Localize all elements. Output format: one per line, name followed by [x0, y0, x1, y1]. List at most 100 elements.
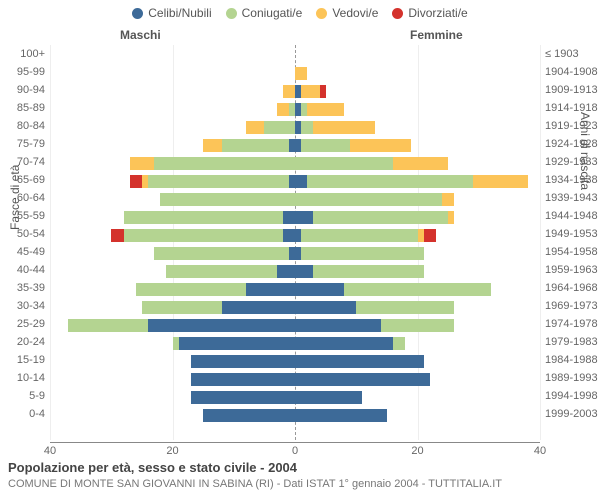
age-label: 70-74 [0, 156, 50, 168]
bar-segment [295, 319, 381, 332]
x-tick-label: 0 [292, 445, 298, 457]
x-tick-label: 20 [411, 445, 423, 457]
bar-segment [301, 121, 313, 134]
pyramid-chart: Celibi/NubiliConiugati/eVedovi/eDivorzia… [0, 0, 600, 500]
bar-segment [203, 409, 295, 422]
age-label: 85-89 [0, 102, 50, 114]
bar-segment [301, 139, 350, 152]
x-tick-label: 40 [44, 445, 56, 457]
bar-segment [148, 319, 295, 332]
bar-segment [295, 283, 344, 296]
birth-label: 1959-1963 [540, 264, 600, 276]
bar-segment [246, 283, 295, 296]
bar-segment [283, 229, 295, 242]
pyramid-row [50, 119, 540, 137]
birth-label: 1964-1968 [540, 282, 600, 294]
bar-segment [277, 265, 295, 278]
pyramid-row [50, 335, 540, 353]
legend-dot [226, 8, 237, 19]
bar-segment [295, 193, 442, 206]
bar-segment [313, 265, 423, 278]
pyramid-row [50, 65, 540, 83]
legend-item: Coniugati/e [226, 6, 303, 20]
header-male: Maschi [120, 28, 161, 42]
bar-segment [307, 175, 472, 188]
bar-segment [295, 67, 307, 80]
legend-label: Coniugati/e [242, 6, 303, 20]
pyramid-row [50, 137, 540, 155]
bar-segment [295, 373, 430, 386]
age-label: 75-79 [0, 138, 50, 150]
bar-segment [307, 103, 344, 116]
bar-segment [393, 337, 405, 350]
pyramid-row [50, 263, 540, 281]
x-tick-label: 20 [166, 445, 178, 457]
birth-label: 1979-1983 [540, 336, 600, 348]
birth-label: ≤ 1903 [540, 48, 600, 60]
birth-label: 1924-1928 [540, 138, 600, 150]
bar-segment [424, 229, 436, 242]
age-label: 15-19 [0, 354, 50, 366]
bar-segment [295, 355, 424, 368]
birth-label: 1999-2003 [540, 408, 600, 420]
birth-label: 1949-1953 [540, 228, 600, 240]
chart-title: Popolazione per età, sesso e stato civil… [8, 460, 297, 475]
bar-segment [295, 409, 387, 422]
x-tick-label: 40 [534, 445, 546, 457]
bar-segment [356, 301, 454, 314]
bar-segment [442, 193, 454, 206]
pyramid-row [50, 353, 540, 371]
bar-segment [111, 229, 123, 242]
birth-label: 1974-1978 [540, 318, 600, 330]
pyramid-row [50, 407, 540, 425]
bar-segment [154, 157, 295, 170]
birth-label: 1909-1913 [540, 84, 600, 96]
bar-segment [191, 355, 295, 368]
bar-segment [448, 211, 454, 224]
age-label: 20-24 [0, 336, 50, 348]
pyramid-row [50, 155, 540, 173]
birth-label: 1969-1973 [540, 300, 600, 312]
legend-dot [392, 8, 403, 19]
age-label: 5-9 [0, 390, 50, 402]
chart-subtitle: COMUNE DI MONTE SAN GIOVANNI IN SABINA (… [8, 478, 502, 490]
pyramid-row [50, 389, 540, 407]
bar-segment [295, 175, 307, 188]
birth-label: 1939-1943 [540, 192, 600, 204]
pyramid-row [50, 83, 540, 101]
age-label: 90-94 [0, 84, 50, 96]
birth-label: 1904-1908 [540, 66, 600, 78]
bar-segment [130, 157, 155, 170]
bar-segment [124, 211, 283, 224]
age-label: 0-4 [0, 408, 50, 420]
legend-label: Vedovi/e [332, 6, 378, 20]
bar-segment [191, 391, 295, 404]
birth-label: 1994-1998 [540, 390, 600, 402]
bar-segment [222, 301, 296, 314]
legend-item: Celibi/Nubili [132, 6, 211, 20]
age-label: 95-99 [0, 66, 50, 78]
bar-segment [142, 301, 222, 314]
bar-segment [130, 175, 142, 188]
bar-segment [136, 283, 246, 296]
bar-segment [350, 139, 411, 152]
pyramid-row [50, 101, 540, 119]
bar-segment [68, 319, 148, 332]
age-label: 55-59 [0, 210, 50, 222]
legend-dot [316, 8, 327, 19]
birth-label: 1919-1923 [540, 120, 600, 132]
birth-label: 1954-1958 [540, 246, 600, 258]
bar-segment [381, 319, 455, 332]
pyramid-row [50, 227, 540, 245]
bar-segment [301, 229, 417, 242]
age-label: 30-34 [0, 300, 50, 312]
bar-segment [301, 247, 424, 260]
bar-segment [295, 157, 393, 170]
pyramid-row [50, 317, 540, 335]
age-label: 25-29 [0, 318, 50, 330]
age-label: 65-69 [0, 174, 50, 186]
bar-segment [393, 157, 448, 170]
pyramid-row [50, 245, 540, 263]
bar-segment [295, 337, 393, 350]
bar-segment [473, 175, 528, 188]
